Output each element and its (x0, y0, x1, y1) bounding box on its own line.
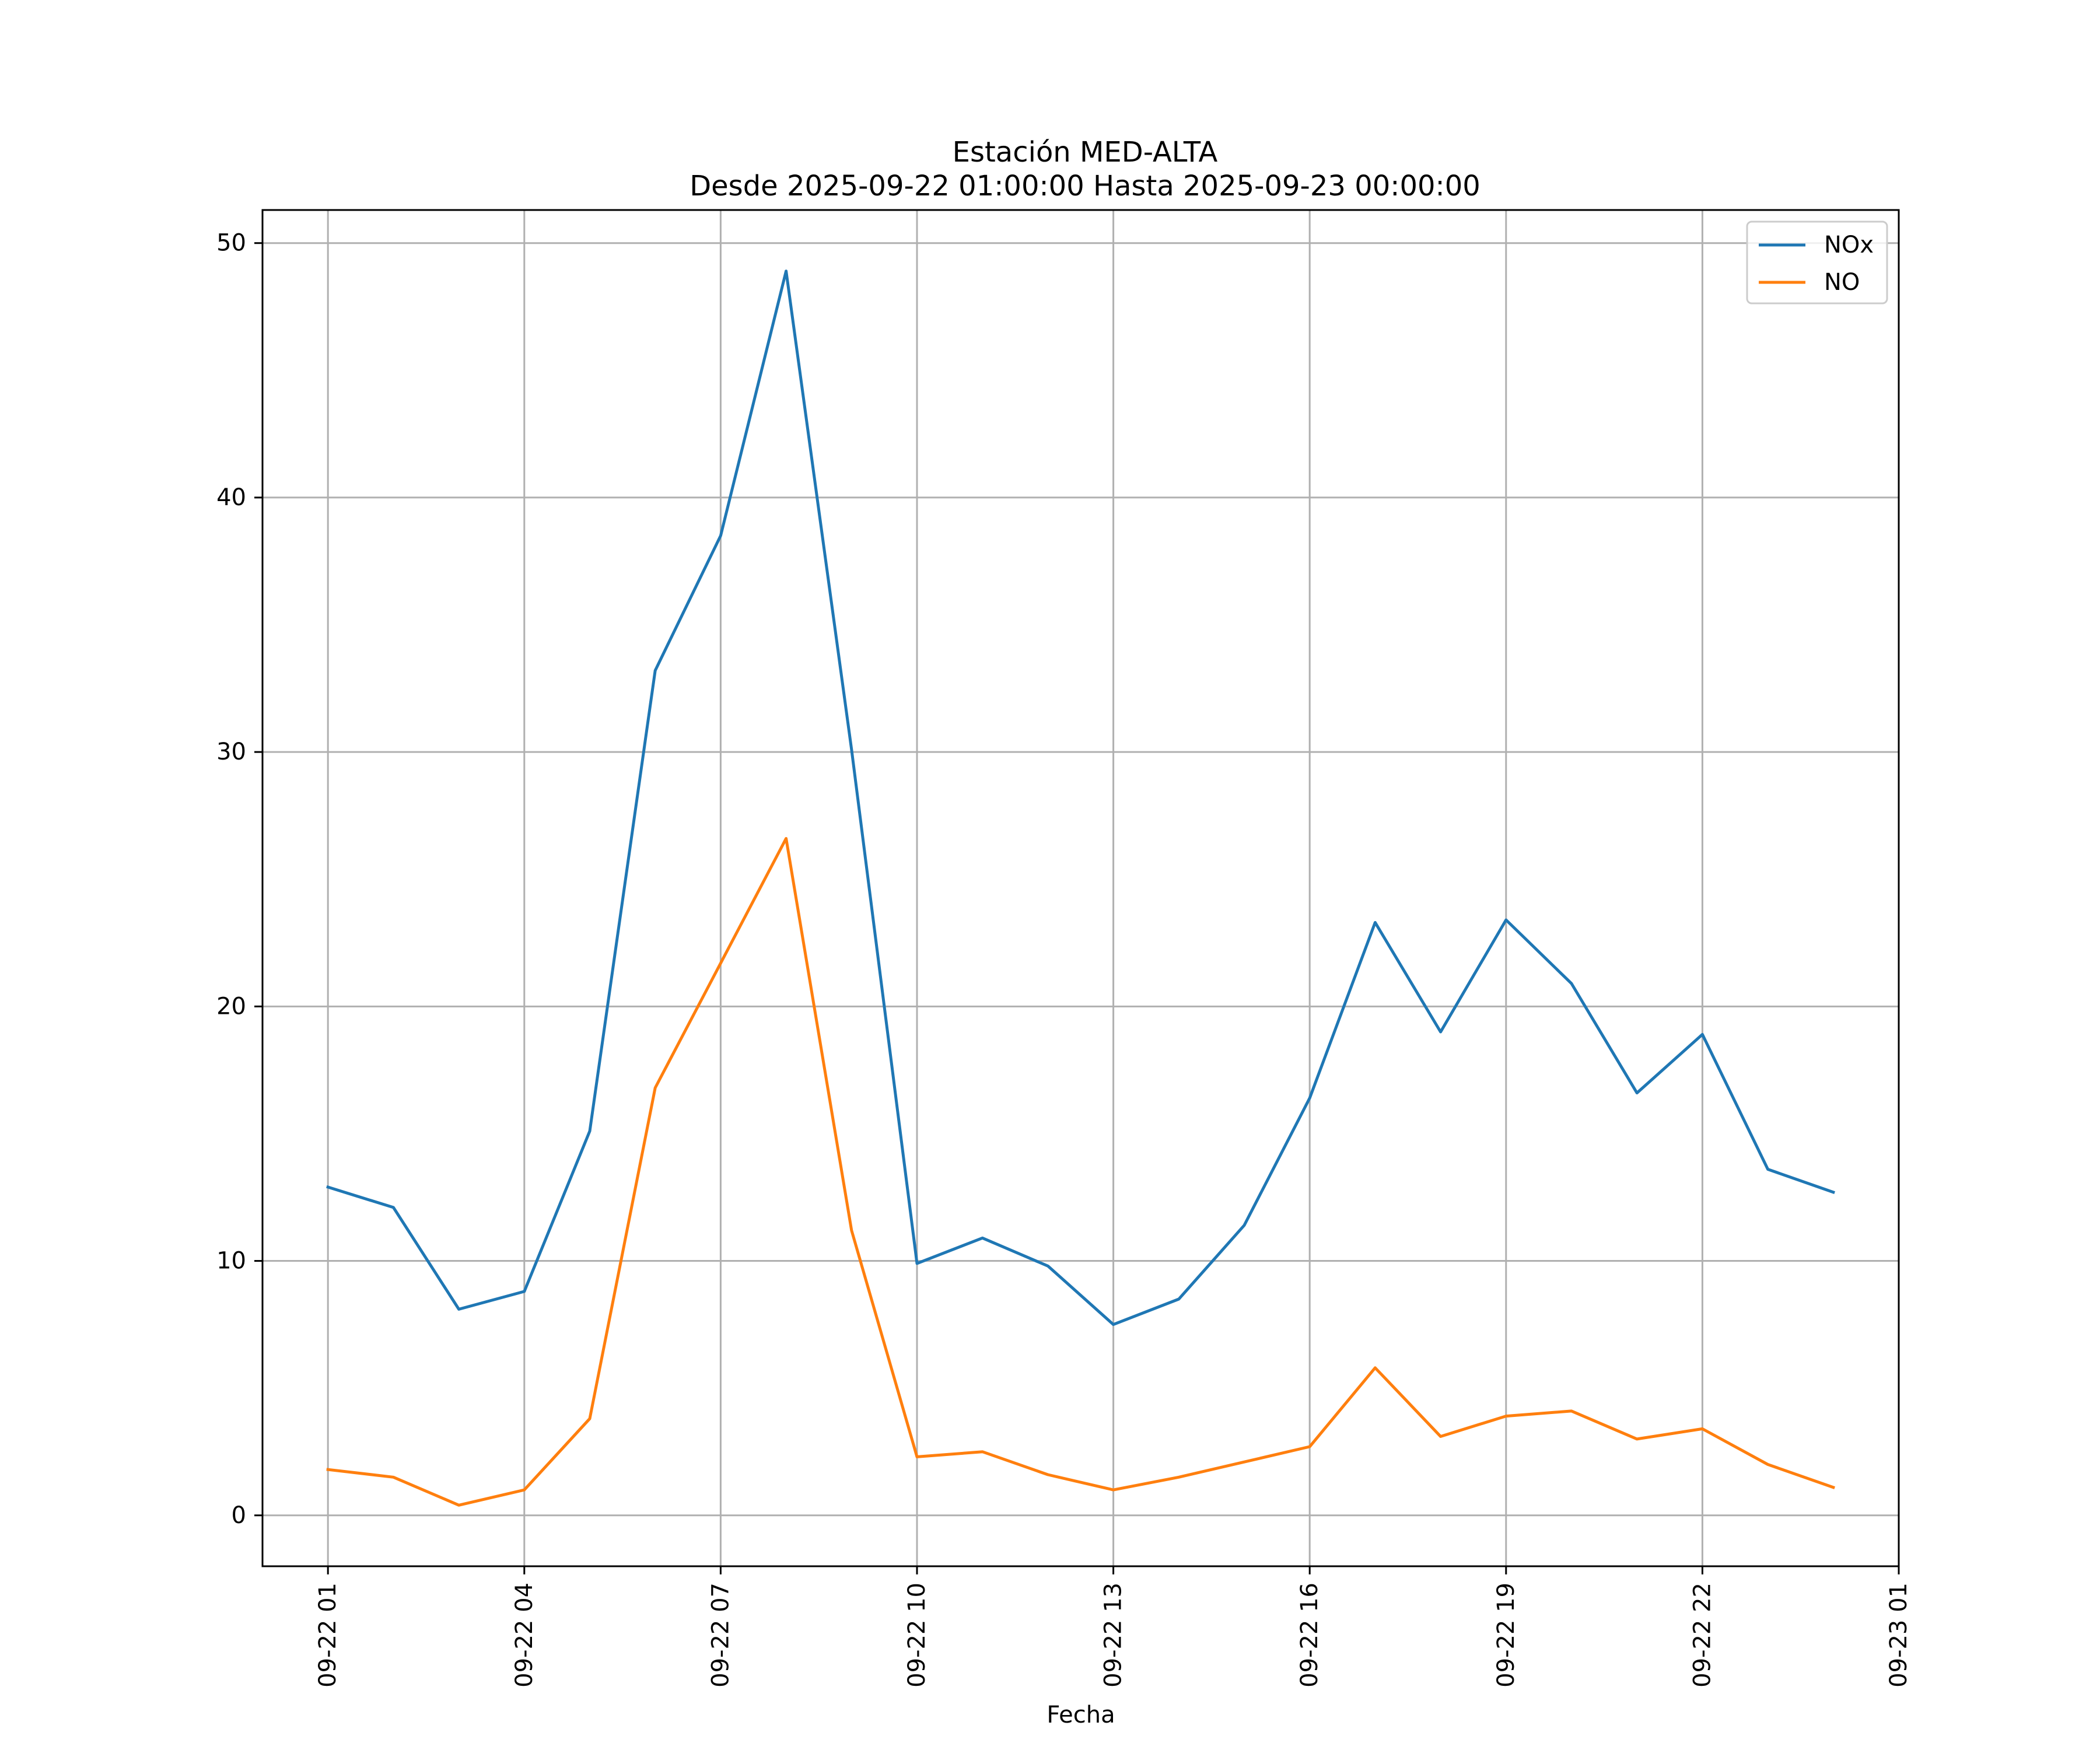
y-tick-label: 50 (216, 230, 246, 257)
chart-title: Estación MED-ALTA (953, 136, 1218, 169)
x-tick-label: 09-22 07 (707, 1583, 734, 1688)
series-line-nox (326, 270, 1835, 1326)
axis-ticks: 09-22 01 09-22 04 09-22 07 09-22 10 09-22 13… (216, 230, 1912, 1688)
x-tick-label: 09-22 01 (314, 1583, 341, 1688)
x-tick-label: 09-23 01 (1885, 1583, 1912, 1688)
x-tick-label: 09-22 16 (1296, 1583, 1323, 1688)
x-tick-label: 09-22 10 (904, 1583, 930, 1688)
legend-label-no: NO (1824, 269, 1860, 296)
y-tick-label: 40 (216, 484, 246, 511)
y-tick-label: 10 (216, 1248, 246, 1275)
chart-subtitle: Desde 2025-09-22 01:00:00 Hasta 2025-09-… (690, 170, 1480, 202)
series-lines (326, 270, 1835, 1507)
y-tick-label: 20 (216, 993, 246, 1020)
y-tick-label: 0 (232, 1502, 246, 1529)
x-axis-label: Fecha (1046, 1702, 1115, 1728)
plot-frame (261, 209, 1900, 1567)
x-tick-label: 09-22 04 (511, 1583, 538, 1688)
x-tick-label: 09-22 13 (1100, 1583, 1127, 1688)
x-tick-label: 09-22 22 (1689, 1583, 1716, 1688)
legend-label-nox: NOx (1824, 232, 1874, 258)
y-tick-label: 30 (216, 738, 246, 765)
legend: NOx NO (1746, 220, 1888, 304)
series-line-no (326, 836, 1835, 1507)
x-tick-label: 09-22 19 (1493, 1583, 1520, 1688)
